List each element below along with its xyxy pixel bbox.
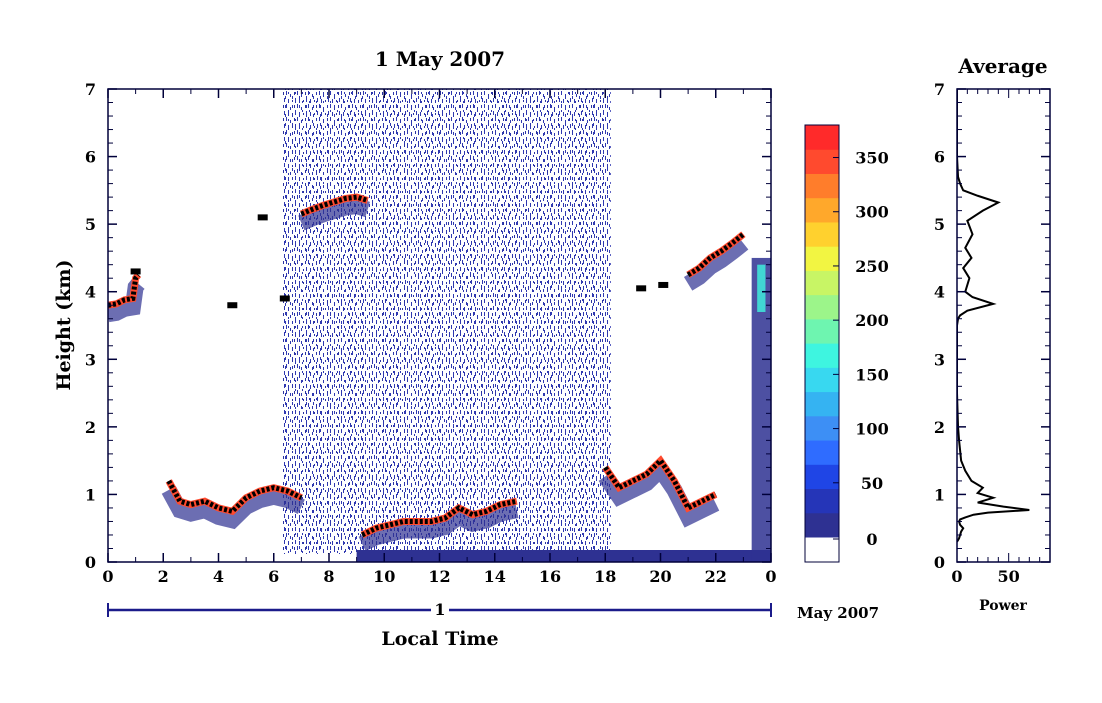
ground-clutter-band (356, 550, 771, 562)
main-chart-title: 1 May 2007 (375, 47, 505, 71)
main-y-axis-label: Height (km) (53, 260, 75, 391)
echo-trace-edge (602, 455, 718, 513)
echo-trace-tail (161, 486, 305, 530)
colorbar-tick-label: 300 (855, 203, 888, 222)
avg-profile-line (957, 89, 1030, 543)
x-tick-label: 20 (649, 567, 671, 586)
colorbar-tick-label: 150 (855, 365, 888, 384)
x-tick-label: 18 (594, 567, 616, 586)
x-tick-label: 4 (213, 567, 224, 586)
colorbar-tick-label: 200 (855, 311, 888, 330)
colorbar-swatch (805, 149, 839, 174)
colorbar-swatch (805, 270, 839, 296)
y-tick-label: 7 (85, 80, 96, 99)
colorbar-frame (804, 124, 840, 563)
colorbar-tick-label: 50 (861, 474, 883, 493)
precip-column (751, 257, 771, 562)
echo-trace-tail (358, 502, 519, 552)
echo-trace-core (166, 479, 303, 515)
colorbar-swatch (805, 294, 839, 320)
date-track-day: 1 (434, 600, 445, 619)
x-tick-label: 14 (484, 567, 506, 586)
echo-trace-core (108, 273, 141, 308)
avg-y-tick-label: 4 (934, 283, 945, 302)
echo-trace-tail (683, 237, 749, 291)
avg-x-axis-label: Power (979, 598, 1027, 614)
x-tick-label: 22 (705, 567, 727, 586)
avg-axes: 0 1 2 3 4 5 6 7 0 50 (934, 80, 1051, 586)
avg-y-tick-label: 7 (934, 80, 945, 99)
y-tick-label: 2 (85, 418, 96, 437)
echo-trace-core (686, 232, 745, 277)
date-track (107, 600, 772, 618)
colorbar-tick-label: 350 (855, 149, 888, 168)
x-tick-label: 2 (158, 567, 169, 586)
isolated-echo (636, 285, 647, 292)
y-tick-label: 6 (85, 148, 96, 167)
x-tick-label: 16 (539, 567, 561, 586)
isolated-echo (658, 281, 669, 288)
x-tick-label: 8 (323, 567, 334, 586)
colorbar-swatch (805, 173, 839, 199)
echo-trace-tail (298, 197, 371, 231)
colorbar-swatch (805, 537, 839, 562)
y-tick-label: 3 (85, 350, 96, 369)
avg-y-tick-label: 3 (934, 350, 945, 369)
y-tick-label: 4 (85, 283, 96, 302)
precip-core (757, 264, 766, 312)
echo-trace-tail (598, 457, 720, 528)
isolated-echo (130, 268, 141, 275)
isolated-echo (227, 302, 238, 309)
x-tick-label: 10 (373, 567, 395, 586)
colorbar-swatch (805, 246, 839, 271)
y-tick-label: 0 (85, 553, 96, 572)
isolated-echo (257, 214, 268, 221)
colorbar-swatch (805, 318, 839, 344)
colorbar-swatch (805, 367, 839, 393)
avg-x-tick-label: 50 (998, 567, 1020, 586)
colorbar-swatch (805, 391, 839, 417)
avg-y-tick-label: 2 (934, 418, 945, 437)
date-track-month: May 2007 (797, 604, 879, 622)
colorbar-tick-label: 250 (855, 257, 888, 276)
avg-plot-frame (956, 88, 1051, 563)
colorbar: 0 50 100 150 200 250 300 350 (805, 125, 889, 562)
avg-x-tick-label: 0 (951, 567, 962, 586)
main-x-axis-label: Local Time (381, 628, 498, 650)
echo-trace-core (361, 498, 518, 538)
echo-trace-core (300, 194, 369, 217)
heatmap-data (108, 89, 771, 562)
colorbar-swatch (805, 221, 839, 247)
colorbar-swatch (805, 125, 839, 150)
noise-region-overlay (282, 89, 611, 554)
avg-y-tick-label: 0 (934, 553, 945, 572)
colorbar-tick-label: 0 (866, 530, 877, 549)
x-tick-label: 0 (102, 567, 113, 586)
x-tick-label: 6 (268, 567, 279, 586)
colorbar-swatch (805, 197, 839, 223)
avg-y-tick-label: 1 (934, 485, 945, 504)
colorbar-swatch (805, 488, 839, 514)
colorbar-swatch (805, 343, 839, 368)
y-tick-label: 5 (85, 215, 96, 234)
x-tick-label: 0 (765, 567, 776, 586)
avg-chart-title: Average (957, 54, 1047, 78)
y-tick-label: 1 (85, 485, 96, 504)
colorbar-swatch (805, 440, 839, 465)
colorbar-swatch (805, 512, 839, 538)
avg-y-tick-label: 6 (934, 148, 945, 167)
colorbar-tick-label: 100 (855, 420, 888, 439)
isolated-echo (279, 295, 290, 302)
colorbar-swatch (805, 464, 839, 490)
x-tick-label: 12 (428, 567, 450, 586)
avg-y-tick-label: 5 (934, 215, 945, 234)
